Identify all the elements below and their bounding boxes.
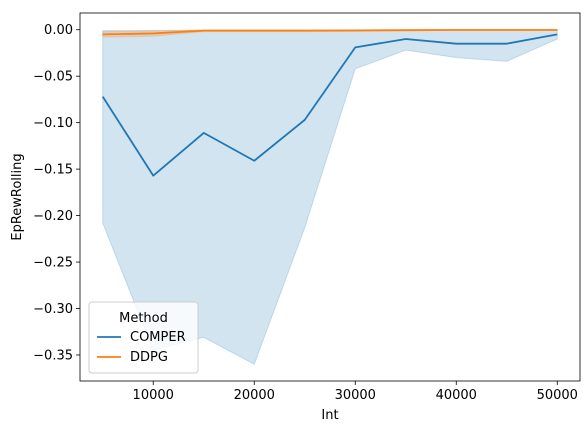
y-axis-ticks: 0.00 −0.05 −0.10 −0.15 −0.20 −0.25 −0.30 −0.35 [33,23,80,363]
y-tick-label: −0.30 [33,302,73,317]
y-tick-label: −0.25 [33,256,73,271]
x-axis-ticks: 10000 20000 30000 40000 50000 [133,381,578,403]
legend-box [88,301,199,374]
series-lines [101,29,558,177]
legend: Method COMPER DDPG [88,301,199,374]
x-tick-label: 40000 [436,388,477,403]
x-tick-label: 50000 [537,388,578,403]
x-tick-label: 30000 [335,388,376,403]
legend-label-comper: COMPER [130,330,186,345]
y-tick-label: −0.20 [33,209,73,224]
y-axis-label: EpRewRolling [10,153,25,240]
y-tick-label: 0.00 [44,23,73,38]
legend-title: Method [119,311,168,326]
legend-label-ddpg: DDPG [130,350,168,365]
y-tick-label: −0.10 [33,116,73,131]
y-tick-label: −0.15 [33,163,73,178]
y-tick-label: −0.35 [33,348,73,363]
x-tick-label: 20000 [234,388,275,403]
y-tick-label: −0.05 [33,70,73,85]
x-tick-label: 10000 [133,388,174,403]
x-axis-label: Int [321,408,338,423]
plot-frame [79,12,581,382]
legend-items: COMPER DDPG [97,330,186,365]
series-line-comper [101,33,558,177]
series-line-ddpg [102,29,558,36]
